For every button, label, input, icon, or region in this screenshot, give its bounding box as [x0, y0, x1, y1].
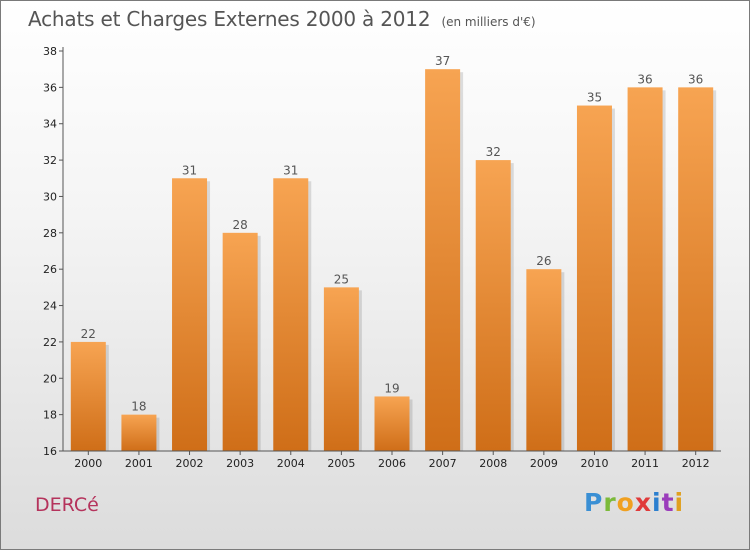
bar-2003: [222, 232, 258, 451]
x-tick-label-2001: 2001: [125, 457, 153, 470]
title-unit: (en milliers d'€): [441, 15, 536, 29]
bar-2008: [475, 160, 511, 451]
y-tick-label-32: 32: [43, 154, 57, 167]
y-tick-label-34: 34: [43, 118, 57, 131]
bar-2001: [121, 414, 157, 451]
y-tick-label-18: 18: [43, 409, 57, 422]
y-tick-label-16: 16: [43, 445, 57, 458]
x-tick-label-2003: 2003: [226, 457, 254, 470]
bar-2009: [526, 269, 562, 451]
bar-2002: [172, 178, 208, 452]
x-tick-label-2000: 2000: [74, 457, 102, 470]
y-tick-label-38: 38: [43, 45, 57, 58]
value-label-2000: 22: [81, 327, 96, 341]
value-label-2004: 31: [283, 163, 298, 177]
chart-title: Achats et Charges Externes 2000 à 2012 (…: [28, 7, 536, 31]
bar-2006: [374, 396, 410, 451]
x-tick-label-2006: 2006: [378, 457, 406, 470]
x-tick-label-2005: 2005: [327, 457, 355, 470]
y-tick-label-30: 30: [43, 190, 57, 203]
x-tick-label-2007: 2007: [429, 457, 457, 470]
value-label-2006: 19: [384, 381, 399, 395]
bar-2007: [425, 69, 461, 451]
x-tick-label-2002: 2002: [176, 457, 204, 470]
y-tick-label-24: 24: [43, 300, 57, 313]
value-label-2003: 28: [233, 218, 248, 232]
value-label-2009: 26: [536, 254, 551, 268]
x-tick-label-2010: 2010: [580, 457, 608, 470]
x-tick-label-2009: 2009: [530, 457, 558, 470]
value-label-2010: 35: [587, 91, 602, 105]
x-tick-label-2011: 2011: [631, 457, 659, 470]
x-tick-label-2012: 2012: [682, 457, 710, 470]
y-tick-label-36: 36: [43, 81, 57, 94]
bar-2005: [323, 287, 359, 451]
title-main: Achats et Charges Externes 2000 à 2012: [28, 7, 431, 31]
value-label-2008: 32: [486, 145, 501, 159]
commune-name: DERCé: [35, 494, 99, 516]
y-tick-label-20: 20: [43, 372, 57, 385]
bars-layer: 22 18 31 28 31 25 19 37 32 26 35 36 36: [70, 54, 717, 452]
bar-2011: [627, 87, 663, 451]
bar-2004: [273, 178, 309, 452]
value-label-2011: 36: [637, 72, 652, 86]
axes-layer: 2000 2001 2002 2003 2004 2005 2006 2007 2008 2009…: [43, 45, 721, 470]
y-tick-label-26: 26: [43, 263, 57, 276]
value-label-2002: 31: [182, 163, 197, 177]
bar-2000: [70, 341, 106, 451]
value-label-2007: 37: [435, 54, 450, 68]
y-tick-label-28: 28: [43, 227, 57, 240]
x-tick-label-2008: 2008: [479, 457, 507, 470]
value-label-2005: 25: [334, 272, 349, 286]
proxiti-logo: Proxiti: [584, 488, 685, 517]
value-label-2001: 18: [131, 400, 146, 414]
value-label-2012: 36: [688, 72, 703, 86]
bar-2010: [576, 105, 612, 451]
bar-2012: [678, 87, 714, 451]
y-tick-label-22: 22: [43, 336, 57, 349]
x-tick-label-2004: 2004: [277, 457, 305, 470]
